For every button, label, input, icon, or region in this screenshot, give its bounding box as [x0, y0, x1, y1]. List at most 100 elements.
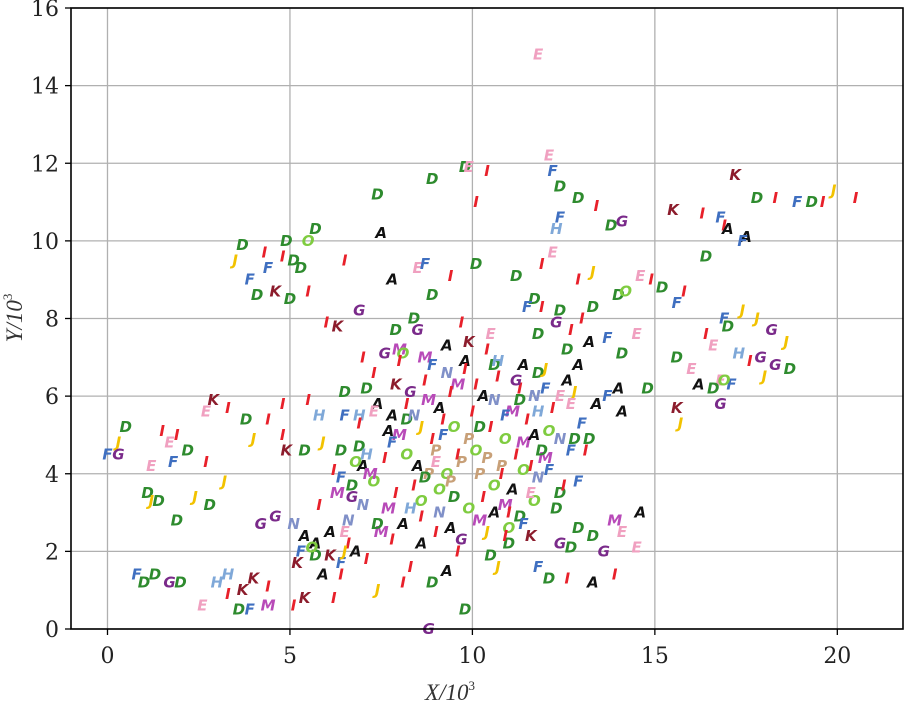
data-point-e: E — [617, 523, 628, 541]
data-point-d: D — [426, 286, 438, 304]
data-point-j: J — [248, 430, 257, 448]
data-point-m: M — [381, 500, 396, 518]
data-point-n: N — [441, 364, 454, 382]
data-point-d: D — [514, 391, 526, 409]
data-point-k: K — [299, 589, 312, 607]
data-point-d: D — [371, 515, 383, 533]
data-point-e: E — [197, 597, 208, 615]
data-point-i: I — [648, 271, 654, 289]
data-point-i: I — [564, 570, 570, 588]
data-point-i: I — [721, 216, 727, 234]
data-point-i: I — [579, 310, 585, 328]
data-point-d: D — [338, 383, 350, 401]
data-point-f: F — [245, 271, 256, 289]
data-point-j: J — [569, 383, 578, 401]
data-point-i: I — [225, 585, 231, 603]
data-point-d: D — [550, 500, 562, 518]
data-point-g: G — [455, 531, 467, 549]
data-point-d: D — [751, 189, 763, 207]
data-point-o: O — [619, 282, 632, 300]
data-point-d: D — [707, 379, 719, 397]
y-tick-label: 16 — [31, 0, 59, 22]
data-point-m: M — [538, 449, 553, 467]
data-point-a: A — [528, 426, 541, 444]
data-point-i: I — [360, 348, 366, 366]
data-point-i: I — [338, 566, 344, 584]
data-point-k: K — [390, 375, 403, 393]
data-point-i: I — [594, 197, 600, 215]
data-point-i: I — [575, 271, 581, 289]
data-point-i: I — [429, 430, 435, 448]
data-point-d: D — [295, 259, 307, 277]
data-point-a: A — [721, 220, 734, 238]
data-point-o: O — [517, 461, 530, 479]
data-point-a: A — [415, 535, 428, 553]
data-point-m: M — [417, 348, 432, 366]
data-point-d: D — [408, 310, 420, 328]
data-point-d: D — [360, 379, 372, 397]
data-point-k: K — [248, 570, 261, 588]
data-point-o: O — [462, 500, 475, 518]
data-point-f: F — [336, 469, 347, 487]
data-point-j: J — [145, 492, 154, 510]
data-point-j: J — [675, 414, 684, 432]
data-point-d: D — [459, 601, 471, 619]
data-point-i: I — [448, 383, 454, 401]
x-tick-label: 15 — [641, 644, 669, 669]
data-point-d: D — [240, 410, 252, 428]
data-point-d: D — [554, 178, 566, 196]
data-point-d: D — [510, 267, 522, 285]
data-point-i: I — [397, 352, 403, 370]
data-point-h: H — [733, 344, 746, 362]
data-point-h: H — [404, 500, 417, 518]
data-point-h: H — [222, 566, 235, 584]
y-tick-label: 6 — [45, 385, 59, 410]
data-point-i: I — [703, 325, 709, 343]
data-point-a: A — [385, 407, 398, 425]
data-point-o: O — [302, 232, 315, 250]
y-tick-label: 10 — [31, 230, 59, 255]
data-point-i: I — [408, 558, 414, 576]
data-point-f: F — [566, 441, 577, 459]
data-point-n: N — [357, 496, 370, 514]
data-point-f: F — [533, 558, 544, 576]
data-point-d: D — [587, 527, 599, 545]
data-point-o: O — [415, 492, 428, 510]
data-point-o: O — [349, 453, 362, 471]
y-tick-label: 12 — [31, 152, 59, 177]
data-point-m: M — [505, 403, 520, 421]
data-point-a: A — [612, 379, 625, 397]
data-point-a: A — [506, 480, 519, 498]
data-point-a: A — [692, 375, 705, 393]
data-point-g: G — [769, 356, 781, 374]
data-point-a: A — [517, 356, 530, 374]
data-point-g: G — [765, 321, 777, 339]
data-point-a: A — [371, 395, 384, 413]
data-point-a: A — [440, 562, 453, 580]
data-point-n: N — [528, 387, 541, 405]
data-point-d: D — [532, 364, 544, 382]
data-point-f: F — [548, 162, 559, 180]
data-point-d: D — [448, 488, 460, 506]
data-point-i: I — [305, 391, 311, 409]
data-point-j: J — [737, 302, 746, 320]
data-point-a: A — [440, 337, 453, 355]
data-point-m: M — [330, 484, 345, 502]
data-point-e: E — [544, 146, 555, 164]
data-point-f: F — [336, 554, 347, 572]
data-point-o: O — [543, 422, 556, 440]
data-point-d: D — [371, 185, 383, 203]
data-point-d: D — [390, 321, 402, 339]
data-point-d: D — [203, 496, 215, 514]
data-point-d: D — [806, 193, 818, 211]
data-point-h: H — [313, 407, 326, 425]
data-point-i: I — [681, 282, 687, 300]
data-point-k: K — [671, 399, 684, 417]
data-point-f: F — [726, 375, 737, 393]
data-point-e: E — [686, 360, 697, 378]
data-point-f: F — [296, 542, 307, 560]
data-point-o: O — [718, 372, 731, 390]
data-point-f: F — [792, 193, 803, 211]
